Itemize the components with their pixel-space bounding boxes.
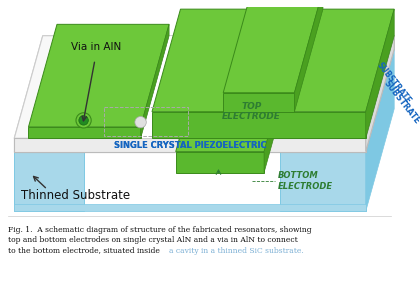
Polygon shape	[366, 36, 394, 152]
Polygon shape	[14, 36, 394, 138]
Polygon shape	[141, 36, 181, 138]
Text: SUBSTRATE: SUBSTRATE	[382, 79, 420, 126]
Circle shape	[79, 116, 88, 125]
Polygon shape	[14, 49, 112, 152]
Text: SINGLE CRYSTAL PIEZOELECTRIC: SINGLE CRYSTAL PIEZOELECTRIC	[114, 141, 266, 151]
Polygon shape	[141, 24, 169, 138]
Polygon shape	[14, 152, 84, 212]
Text: SINGLE CRYSTAL PIEZOELECTRIC: SINGLE CRYSTAL PIEZOELECTRIC	[114, 141, 266, 151]
Polygon shape	[223, 0, 323, 93]
Polygon shape	[14, 138, 366, 152]
Polygon shape	[29, 24, 169, 127]
Text: to the bottom electrode, situated inside: to the bottom electrode, situated inside	[8, 247, 162, 255]
Text: Thinned Substrate: Thinned Substrate	[21, 189, 130, 202]
Text: SUBSTRATE: SUBSTRATE	[375, 61, 413, 106]
Text: BOTTOM
ELECTRODE: BOTTOM ELECTRODE	[278, 171, 333, 191]
Polygon shape	[29, 127, 141, 138]
Polygon shape	[152, 9, 394, 112]
Polygon shape	[294, 0, 323, 112]
Polygon shape	[14, 138, 366, 152]
Polygon shape	[264, 100, 278, 173]
Text: a cavity in a thinned SiC substrate.: a cavity in a thinned SiC substrate.	[169, 247, 304, 255]
Text: Fig. 1.  A schematic diagram of structure of the fabricated resonators, showing: Fig. 1. A schematic diagram of structure…	[8, 226, 311, 234]
Text: Via in AlN: Via in AlN	[71, 42, 121, 52]
Polygon shape	[223, 93, 294, 112]
Polygon shape	[176, 152, 264, 173]
Polygon shape	[366, 9, 394, 138]
Polygon shape	[152, 112, 366, 138]
Polygon shape	[366, 36, 394, 152]
Polygon shape	[280, 152, 366, 212]
Polygon shape	[176, 100, 278, 152]
Text: top and bottom electrodes on single crystal AlN and a via in AlN to connect: top and bottom electrodes on single crys…	[8, 236, 297, 244]
Text: TOP
ELECTRODE: TOP ELECTRODE	[222, 102, 281, 121]
Polygon shape	[280, 49, 394, 152]
Polygon shape	[14, 36, 394, 138]
Circle shape	[76, 113, 91, 128]
Polygon shape	[14, 204, 366, 212]
Polygon shape	[366, 49, 394, 212]
Circle shape	[135, 116, 146, 128]
